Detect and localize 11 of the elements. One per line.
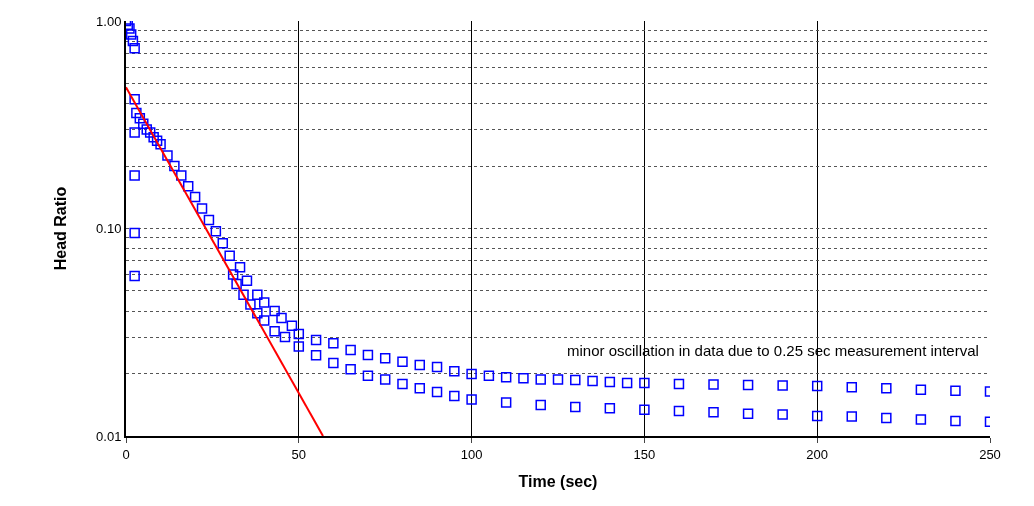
x-tick-label: 50 — [291, 446, 307, 462]
x-tick-label: 0 — [122, 446, 130, 462]
y-axis-title: Head Ratio — [52, 186, 70, 271]
y-tick-label: 0.01 — [96, 428, 122, 444]
x-axis-title: Time (sec) — [518, 472, 598, 490]
x-tick-label: 100 — [460, 446, 483, 462]
x-tick-label: 150 — [633, 446, 656, 462]
x-tick-label: 200 — [806, 446, 829, 462]
y-tick-label: 0.10 — [96, 221, 122, 237]
y-tick-label: 1.00 — [96, 13, 122, 29]
x-tick-label: 250 — [979, 446, 1001, 462]
